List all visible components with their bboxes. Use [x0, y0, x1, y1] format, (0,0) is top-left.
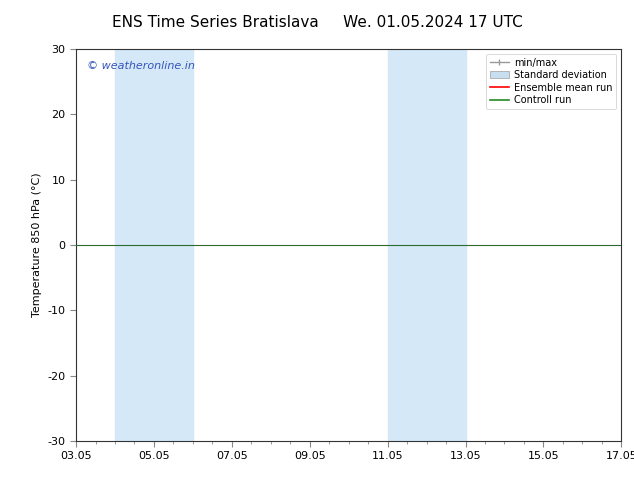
- Bar: [387, 49, 465, 441]
- Bar: [115, 49, 193, 441]
- Legend: min/max, Standard deviation, Ensemble mean run, Controll run: min/max, Standard deviation, Ensemble me…: [486, 54, 616, 109]
- Y-axis label: Temperature 850 hPa (°C): Temperature 850 hPa (°C): [32, 172, 42, 318]
- Text: ENS Time Series Bratislava     We. 01.05.2024 17 UTC: ENS Time Series Bratislava We. 01.05.202…: [112, 15, 522, 30]
- Text: © weatheronline.in: © weatheronline.in: [87, 61, 195, 71]
